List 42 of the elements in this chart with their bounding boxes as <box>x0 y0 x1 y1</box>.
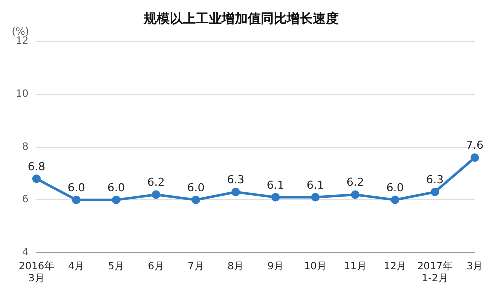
y-tick-label: 10 <box>16 89 29 100</box>
point <box>192 196 200 204</box>
chart-title: 规模以上工业增加值同比增长速度 <box>143 11 339 28</box>
y-tick-label: 8 <box>22 142 29 153</box>
data-label: 6.2 <box>148 176 166 190</box>
x-tick-label: 7月 <box>188 262 204 273</box>
data-label: 6.3 <box>426 174 444 187</box>
data-label: 6.2 <box>346 176 364 190</box>
y-tick-label: 12 <box>16 36 29 48</box>
x-tick-label: 8月 <box>228 262 244 273</box>
data-label: 6.0 <box>68 182 86 195</box>
y-tick-label: 6 <box>22 194 29 206</box>
data-label: 6.8 <box>28 160 46 174</box>
x-tick-label: 2016年 3月 <box>19 260 54 285</box>
data-label: 6.0 <box>108 182 126 195</box>
x-tick-label: 11月 <box>344 262 367 273</box>
point <box>391 196 400 204</box>
point <box>470 154 480 162</box>
data-label: 7.6 <box>466 139 484 152</box>
point <box>32 174 41 184</box>
point <box>430 188 440 196</box>
point <box>351 190 360 200</box>
x-tick-label: 9月 <box>268 262 284 273</box>
y-tick-label: 4 <box>22 248 29 259</box>
x-tick-label: 12月 <box>384 262 407 273</box>
data-label: 6.0 <box>187 182 205 195</box>
point <box>272 193 280 202</box>
x-tick-label: 6月 <box>148 262 164 273</box>
data-label: 6.1 <box>306 178 324 192</box>
x-tick-label: 10月 <box>304 262 327 273</box>
x-tick-label: 2017年 1-2月 <box>417 260 453 285</box>
point <box>152 190 161 200</box>
x-tick-label: 4月 <box>68 262 85 273</box>
point <box>311 193 320 202</box>
data-label: 6.1 <box>267 178 285 192</box>
x-tick-label: 3月 <box>466 262 484 273</box>
data-label: 6.0 <box>386 182 404 195</box>
x-tick-label: 5月 <box>108 262 125 273</box>
point <box>232 188 240 196</box>
point <box>72 196 81 204</box>
point <box>112 196 121 204</box>
data-label: 6.3 <box>227 174 245 187</box>
